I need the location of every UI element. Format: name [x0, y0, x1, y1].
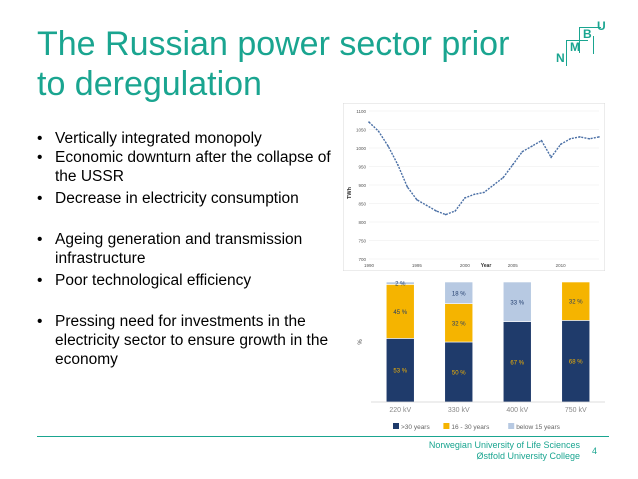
y-tick-label: 1000: [356, 146, 367, 151]
legend-label: >30 years: [401, 424, 430, 431]
legend-swatch: [443, 423, 450, 429]
y-tick-label: 1050: [356, 128, 367, 133]
data-point: [569, 137, 572, 140]
footer-institution: Norwegian University of Life Sciences Øs…: [429, 440, 580, 462]
footer-line-2: Østfold University College: [476, 451, 580, 461]
data-point: [511, 163, 514, 166]
logo-letter-m: M: [570, 40, 580, 54]
x-axis-label: Year: [481, 263, 492, 269]
bullet-list: Vertically integrated monopoly Economic …: [37, 129, 337, 369]
legend-label: 16 - 30 years: [451, 424, 490, 431]
y-tick-label: 700: [358, 257, 366, 262]
data-point: [406, 186, 409, 188]
data-point: [473, 193, 476, 196]
bar-segment: [502, 281, 532, 322]
title-line-1: The Russian power sector prior: [37, 25, 510, 63]
bar-value-label: 53 %: [393, 369, 407, 375]
data-point: [531, 145, 533, 147]
category-label: 220 kV: [389, 407, 411, 414]
data-point: [454, 210, 457, 212]
bar-value-label: 68 %: [569, 360, 583, 366]
category-label: 400 kV: [506, 407, 528, 414]
logo-line: [566, 40, 567, 66]
bullet-item: Poor technological efficiency: [37, 271, 337, 290]
data-point: [444, 213, 447, 216]
data-point: [387, 145, 389, 147]
y-axis-label: %: [358, 339, 364, 345]
data-point: [540, 139, 543, 142]
slide-title: The Russian power sector prior to deregu…: [37, 24, 557, 104]
legend-label: below 15 years: [516, 424, 560, 431]
logo-letter-n: N: [556, 51, 565, 65]
x-tick-label: 2000: [460, 263, 471, 268]
y-axis-label: TWh: [347, 186, 353, 199]
data-point: [368, 121, 370, 123]
data-point: [464, 197, 466, 199]
data-point: [559, 143, 562, 146]
x-tick-label: 1990: [364, 263, 375, 268]
logo-letter-b: B: [583, 27, 592, 41]
data-point: [521, 150, 524, 153]
legend-swatch: [508, 423, 515, 429]
data-point: [396, 163, 399, 166]
bar-segment: [502, 321, 532, 403]
bar-segment: [444, 281, 474, 304]
y-tick-label: 950: [358, 165, 366, 170]
category-label: 750 kV: [565, 407, 587, 414]
bar-value-label: 67 %: [510, 360, 524, 366]
y-tick-label: 800: [358, 220, 366, 225]
bullet-item: Economic downturn after the collapse of …: [37, 148, 337, 186]
page-number: 4: [592, 446, 598, 456]
bar-segment: [385, 284, 415, 339]
bar-value-label: 32 %: [452, 321, 466, 327]
y-tick-label: 750: [358, 239, 366, 244]
bar-segment: [385, 281, 415, 285]
bar-value-label: 50 %: [452, 371, 466, 377]
y-tick-label: 850: [358, 202, 366, 207]
bullet-item: Pressing need for investments in the ele…: [37, 312, 337, 369]
data-point: [483, 191, 485, 194]
logo-line: [593, 36, 594, 54]
footer-divider: [37, 436, 609, 437]
title-line-2: to deregulation: [37, 65, 262, 103]
data-point: [377, 130, 380, 133]
logo-line: [566, 40, 588, 41]
x-tick-label: 2005: [508, 263, 519, 268]
data-point: [588, 137, 591, 140]
bar-value-label: 33 %: [510, 300, 524, 306]
bar-value-label: 32 %: [569, 300, 583, 306]
data-point: [435, 210, 437, 212]
legend-swatch: [393, 423, 399, 429]
bullet-item: Vertically integrated monopoly: [37, 129, 337, 148]
data-point: [492, 184, 495, 186]
bar-value-label: 2 %: [395, 282, 406, 288]
data-point: [425, 204, 428, 207]
data-point: [550, 156, 552, 159]
transmission-age-chart: % 53 % 45 % 2 % 220 kV 50 % 32 % 18 % 330 kV 67 %…: [358, 281, 605, 431]
logo-line: [579, 27, 601, 28]
bar-value-label: 45 %: [393, 310, 407, 316]
category-label: 330 kV: [448, 407, 470, 414]
nmbu-logo: N M B U: [548, 20, 610, 72]
chart-frame: [343, 103, 605, 271]
bullet-item: Decrease in electricity consumption: [37, 189, 337, 208]
y-tick-label: 900: [358, 183, 366, 188]
bar-value-label: 18 %: [452, 291, 466, 297]
data-point: [502, 176, 504, 179]
x-tick-label: 2010: [556, 263, 567, 268]
footer-line-1: Norwegian University of Life Sciences: [428, 440, 580, 450]
data-point: [416, 199, 418, 201]
data-point: [579, 136, 581, 138]
logo-letter-u: U: [597, 19, 606, 33]
bullet-item: Ageing generation and transmission infra…: [37, 230, 337, 268]
logo-line: [579, 27, 580, 53]
y-tick-label: 1100: [356, 109, 366, 114]
data-point: [598, 136, 600, 138]
bar-segment: [444, 303, 474, 343]
x-tick-label: 1995: [412, 263, 423, 268]
bar-segment: [561, 281, 591, 321]
